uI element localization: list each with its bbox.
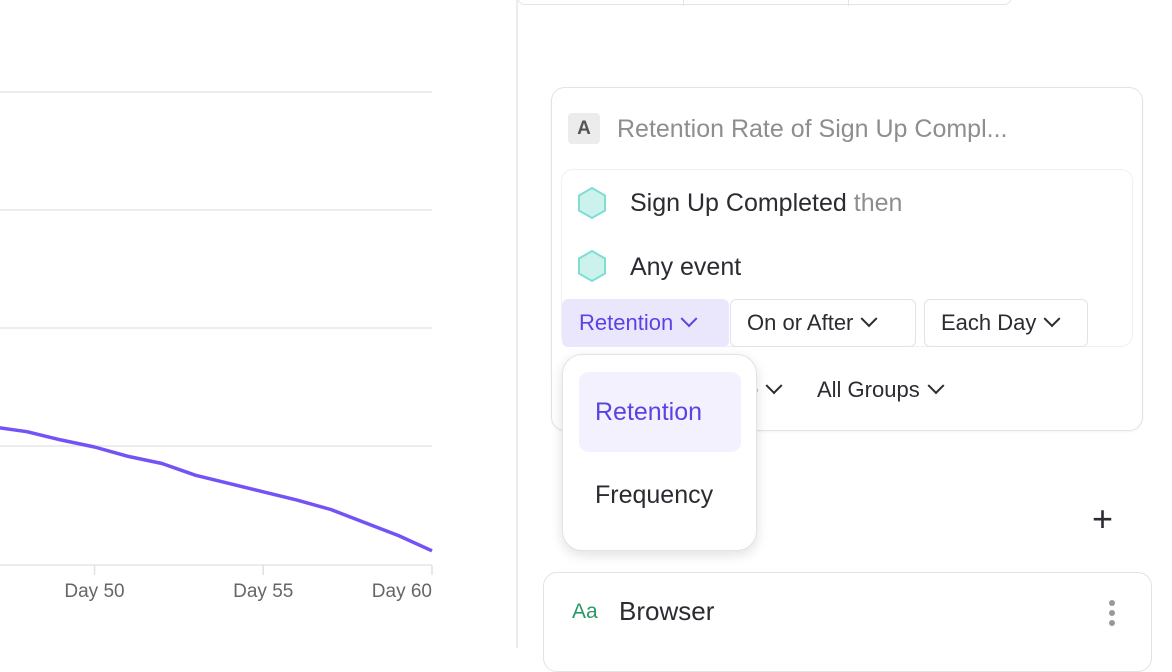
menu-item-frequency[interactable]: Frequency: [595, 480, 714, 509]
retention-type-label: Retention: [579, 310, 674, 335]
retention-type-menu: Retention Frequency: [562, 354, 757, 551]
menu-item-retention[interactable]: Retention: [579, 372, 741, 452]
chevron-down-icon: [927, 377, 945, 395]
groups-label: All Groups: [817, 377, 920, 402]
more-options-icon[interactable]: [1109, 600, 1115, 630]
tab-bar: [517, 0, 1012, 6]
hexagon-icon: [578, 186, 606, 220]
panel-divider: [516, 0, 518, 648]
metric-card: [551, 87, 1143, 431]
event-sign-up-completed[interactable]: Sign Up Completed then: [630, 187, 902, 219]
condition-dropdown[interactable]: On or After: [730, 299, 916, 347]
groups-dropdown[interactable]: All Groups: [817, 374, 945, 406]
string-type-icon: Aa: [572, 600, 598, 623]
retention-line-chart: Day 50 Day 55 Day 60: [0, 91, 433, 602]
condition-label: On or After: [747, 310, 854, 335]
add-breakdown-button[interactable]: +: [1092, 498, 1114, 539]
event-any-event[interactable]: Any event: [630, 253, 742, 281]
chevron-down-icon: [680, 310, 698, 328]
interval-dropdown[interactable]: Each Day: [924, 299, 1088, 347]
x-tick-label: Day 55: [233, 581, 293, 602]
interval-label: Each Day: [941, 310, 1037, 335]
retention-series-line: [0, 426, 433, 553]
metric-letter-badge: A: [568, 113, 600, 144]
event-connector: then: [853, 189, 903, 217]
chevron-down-icon: [860, 310, 878, 328]
metric-title[interactable]: Retention Rate of Sign Up Compl...: [617, 115, 1008, 143]
hexagon-icon: [578, 249, 606, 283]
breakdown-property-name[interactable]: Browser: [619, 596, 715, 626]
chevron-down-icon: [1043, 310, 1061, 328]
x-tick-label: Day 50: [64, 581, 124, 602]
chevron-down-icon: [765, 377, 783, 395]
event-name: Sign Up Completed: [630, 189, 847, 217]
x-tick-label: Day 60: [372, 581, 432, 602]
retention-type-dropdown[interactable]: Retention: [562, 299, 729, 347]
